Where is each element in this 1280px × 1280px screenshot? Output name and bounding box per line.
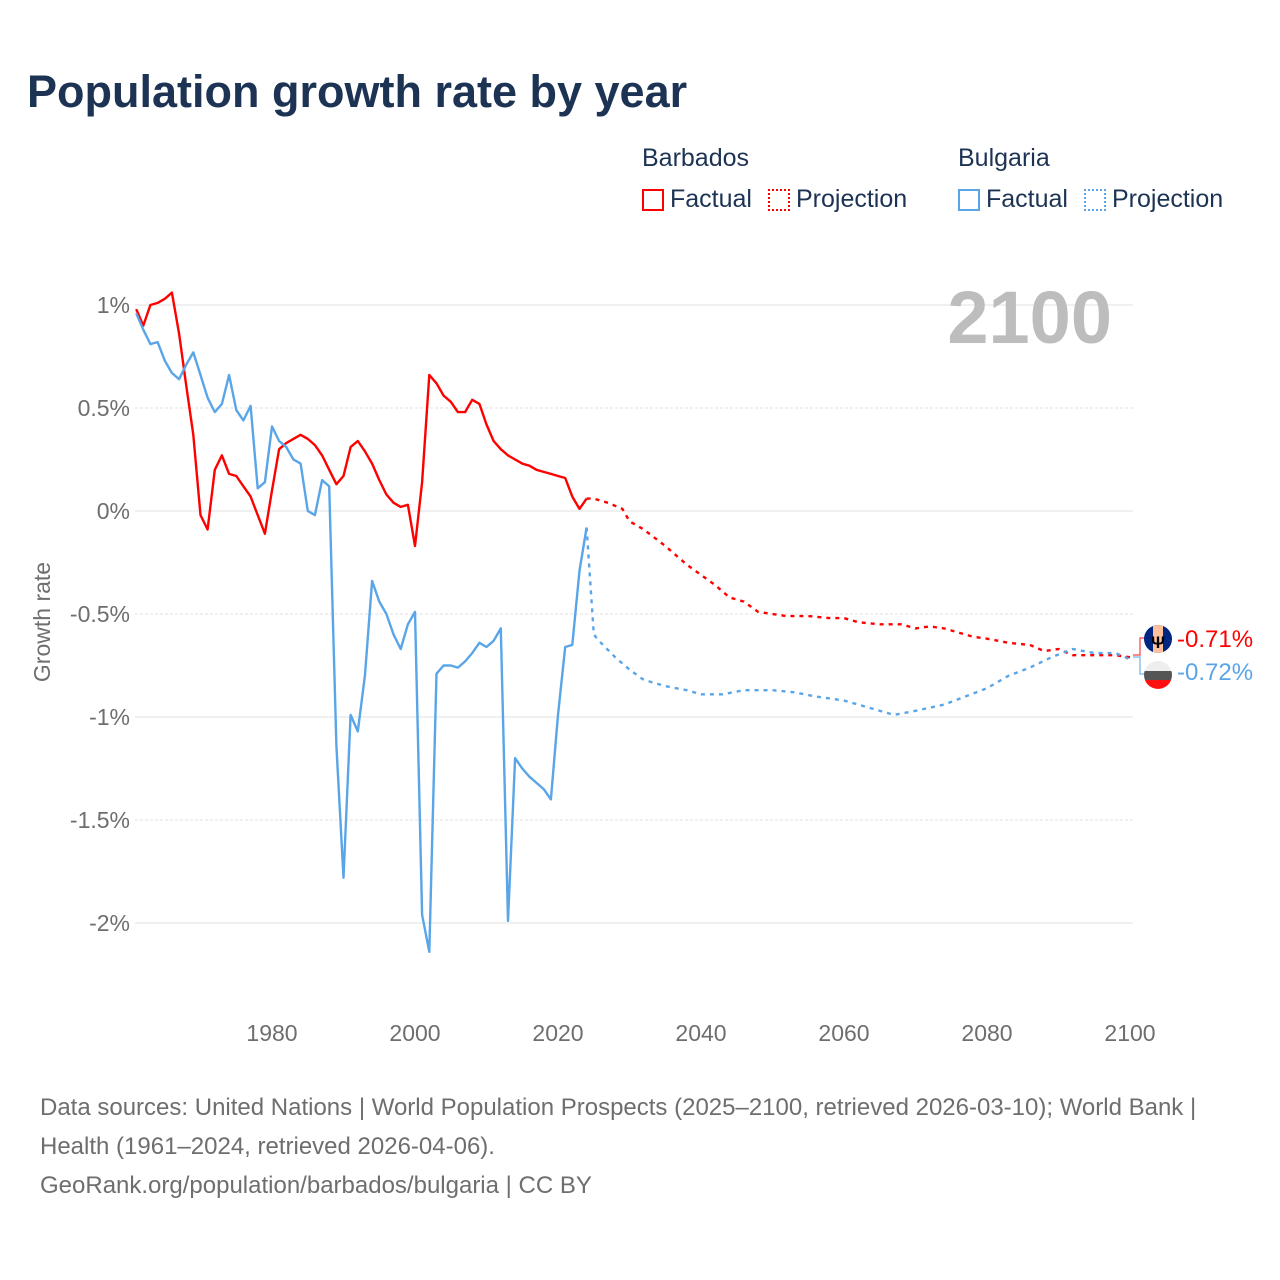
series-line[interactable]: [585, 527, 1131, 717]
barbados-end-value: -0.71%: [1177, 626, 1253, 653]
bulgaria-end-value: -0.72%: [1177, 659, 1253, 686]
attribution-link[interactable]: GeoRank.org/population/barbados/bulgaria…: [40, 1172, 592, 1199]
legend-country: Bulgaria: [958, 144, 1050, 172]
y-tick-label: 1%: [97, 292, 130, 318]
legend-bulgaria: Bulgaria Factual Projection: [958, 144, 1231, 214]
x-tick-label: 2020: [532, 1020, 583, 1046]
legend-item-bulgaria-projection[interactable]: Projection: [1083, 185, 1224, 214]
series-bulgaria-factual: [135, 312, 588, 953]
x-tick-label: 2040: [675, 1020, 726, 1046]
x-tick-label: 2060: [818, 1020, 869, 1046]
y-axis-label: Growth rate: [29, 562, 55, 682]
legend-label: Projection: [795, 185, 908, 213]
legend-swatch: [958, 188, 980, 211]
end-labels: Ψ -0.71% -0.72%: [1133, 625, 1253, 689]
x-tick-label: 2100: [1104, 1020, 1155, 1046]
legend-barbados: Barbados Factual Projection: [642, 144, 915, 214]
legend-item-bulgaria-factual[interactable]: Factual: [958, 185, 1068, 214]
legend-item-barbados-projection[interactable]: Projection: [767, 185, 908, 214]
x-tick-label: 2080: [961, 1020, 1012, 1046]
x-tick-label: 2000: [389, 1020, 440, 1046]
y-tick-label: -1.5%: [70, 807, 130, 833]
legend-swatch: [1083, 188, 1106, 211]
current-year-label: 2100: [947, 276, 1112, 359]
series-line[interactable]: [135, 312, 588, 953]
legend-swatch: [642, 188, 664, 211]
bulgaria-connector: [1133, 656, 1146, 675]
legend-label: Projection: [1111, 185, 1224, 213]
y-tick-label: -2%: [89, 910, 130, 936]
series-line[interactable]: [586, 497, 1131, 659]
y-tick-label: 0%: [97, 498, 130, 524]
y-tick-label: -1%: [89, 704, 130, 730]
legend-label: Factual: [670, 185, 752, 213]
y-tick-label: -0.5%: [70, 601, 130, 627]
data-sources: Data sources: United Nations | World Pop…: [40, 1094, 1197, 1160]
footer: Data sources: United Nations | World Pop…: [40, 1088, 1240, 1205]
series-barbados-projection: [586, 497, 1131, 659]
legend-swatch: [767, 188, 790, 211]
y-tick-label: 0.5%: [78, 395, 130, 421]
bulgaria-flag-icon: [1144, 661, 1172, 689]
series-bulgaria-projection: [585, 527, 1131, 717]
legend-label: Factual: [986, 185, 1068, 213]
x-tick-label: 1980: [246, 1020, 297, 1046]
series-line[interactable]: [135, 291, 588, 548]
legend-item-barbados-factual[interactable]: Factual: [642, 185, 752, 214]
legend-country: Barbados: [642, 144, 750, 172]
barbados-connector: [1133, 637, 1146, 656]
barbados-flag-icon: Ψ: [1144, 625, 1172, 653]
series-barbados-factual: [135, 291, 588, 548]
svg-text:Ψ: Ψ: [1151, 633, 1165, 652]
plot-area: 1% 0.5% 0% -0.5% -1% -1.5% -2% 1980 2000 2020 2040…: [29, 276, 1253, 1046]
chart-title: Population growth rate by year: [27, 66, 688, 117]
